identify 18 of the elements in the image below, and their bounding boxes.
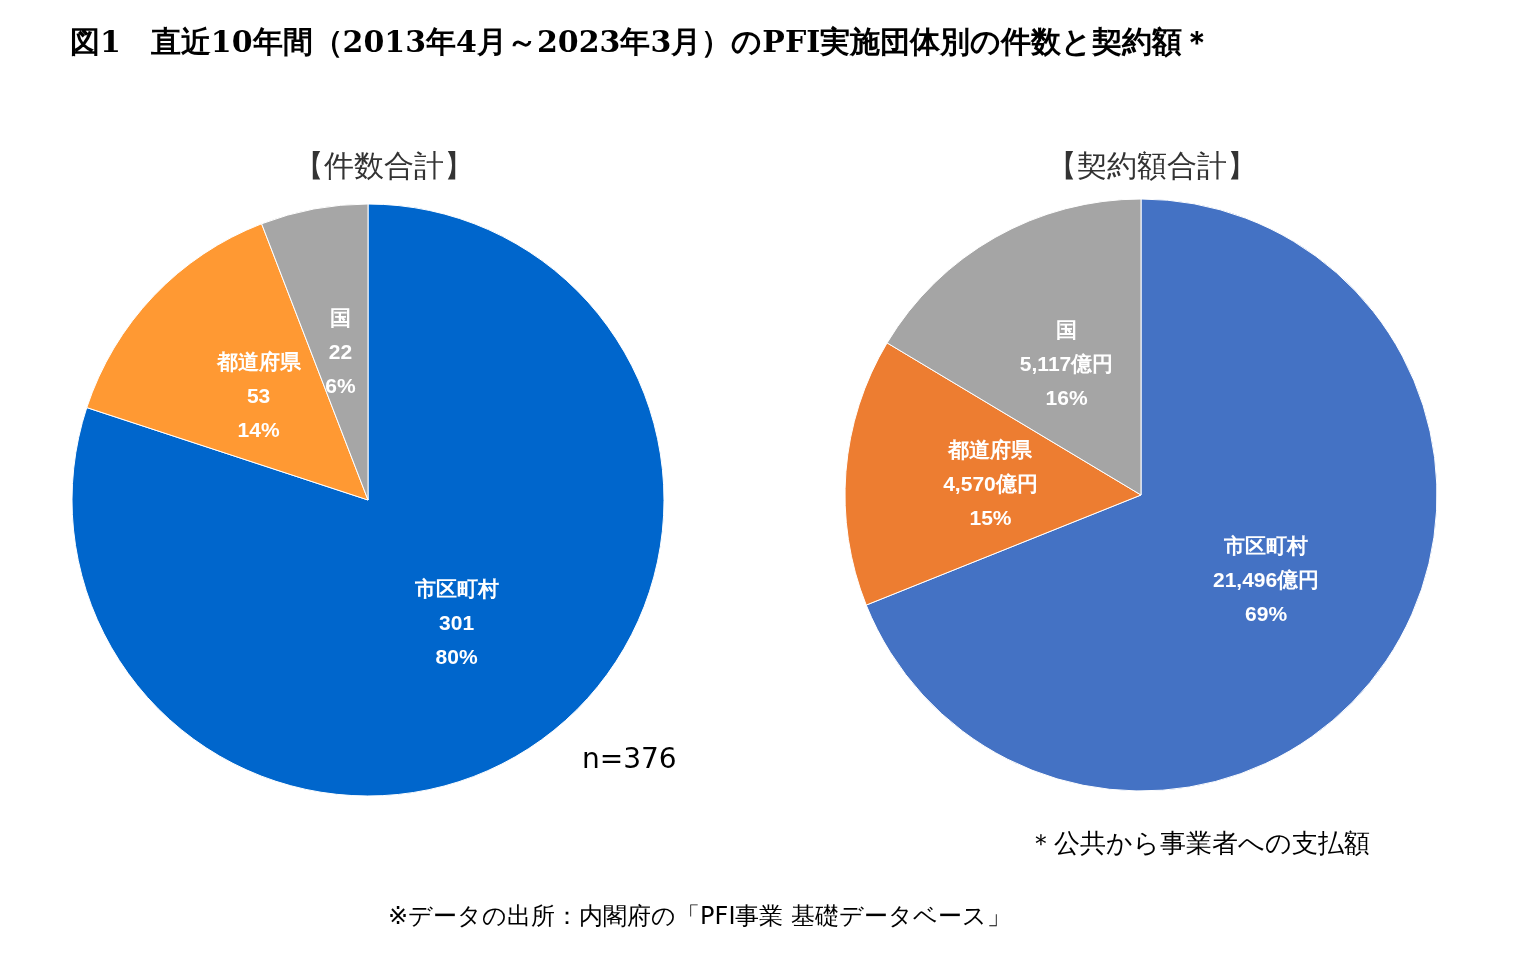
- text: ※データの出所：内閣府の「PFI事業 基礎データベース」: [388, 901, 1012, 932]
- chart-subtitle: 【件数合計】: [294, 148, 474, 182]
- data-label: 53 14%: [237, 384, 280, 442]
- text: ＊公共から事業者への支払額: [1028, 827, 1370, 860]
- slice-label: 市区町村: [1223, 534, 1309, 558]
- chart-subtitle: 【契約額合計】: [1047, 148, 1257, 182]
- slice-label: 国: [329, 306, 351, 330]
- text: n=376: [582, 742, 677, 775]
- chart-title: 図1 直近10年間（2013年4月～2023年3月）のPFI実施団体別の件数と契約額＊: [70, 23, 1213, 61]
- slice-label: 都道府県: [947, 437, 1034, 461]
- data-label: 301 80%: [435, 610, 478, 668]
- slice-label: 市区町村: [413, 576, 499, 600]
- data-label: 22 6%: [325, 340, 356, 398]
- data-label: 21,496億円 69%: [1212, 568, 1320, 626]
- slice-label: 都道府県: [215, 350, 302, 374]
- data-label: 5,117億円 16%: [1019, 352, 1114, 410]
- data-label: 4,570億円 15%: [943, 471, 1038, 529]
- slice-label: 国: [1056, 318, 1078, 342]
